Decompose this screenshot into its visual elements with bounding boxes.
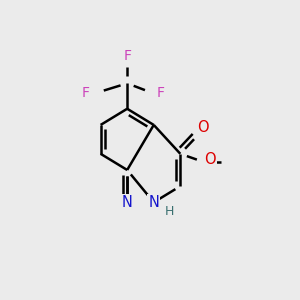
Text: F: F — [157, 85, 165, 100]
Text: O: O — [198, 120, 209, 135]
Text: H: H — [165, 205, 175, 218]
Text: F: F — [123, 49, 131, 63]
Text: N: N — [148, 195, 159, 210]
Text: F: F — [82, 85, 90, 100]
Text: N: N — [122, 195, 133, 210]
Text: O: O — [205, 152, 216, 167]
